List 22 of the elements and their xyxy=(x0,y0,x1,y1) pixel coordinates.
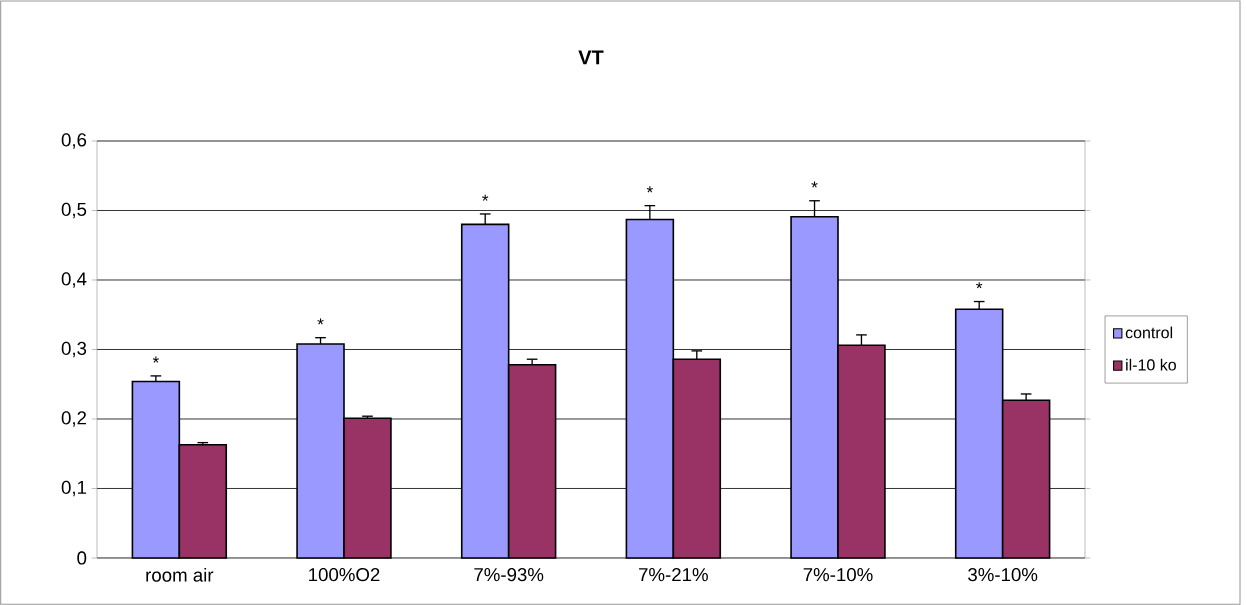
x-tick-label: 7%-10% xyxy=(803,568,873,582)
annotation: * xyxy=(646,186,653,193)
legend-label: il-10 ko xyxy=(1126,358,1176,371)
x-tick-label: room air xyxy=(146,568,214,582)
x-tick-label: 3%-10% xyxy=(968,568,1038,582)
chart-title: VT xyxy=(578,50,604,65)
y-tick-label: 0,4 xyxy=(61,272,87,288)
y-tick-label: 0,2 xyxy=(61,411,87,427)
x-tick-label: 100%O2 xyxy=(309,568,380,582)
x-tick-label: 7%-21% xyxy=(639,568,708,582)
y-tick-label: 0 xyxy=(77,551,87,565)
annotation: * xyxy=(482,194,489,201)
legend-label: control xyxy=(1125,326,1173,339)
y-tick-label: 0,1 xyxy=(61,480,87,497)
annotation: * xyxy=(152,356,159,363)
y-tick-label: 0,6 xyxy=(61,133,87,149)
y-tick-label: 0,3 xyxy=(61,341,87,358)
annotation: * xyxy=(811,181,818,188)
x-tick-label: 7%-93% xyxy=(474,568,544,582)
y-tick-label: 0,5 xyxy=(61,202,87,219)
annotation: * xyxy=(976,282,983,289)
annotation: * xyxy=(317,318,324,325)
